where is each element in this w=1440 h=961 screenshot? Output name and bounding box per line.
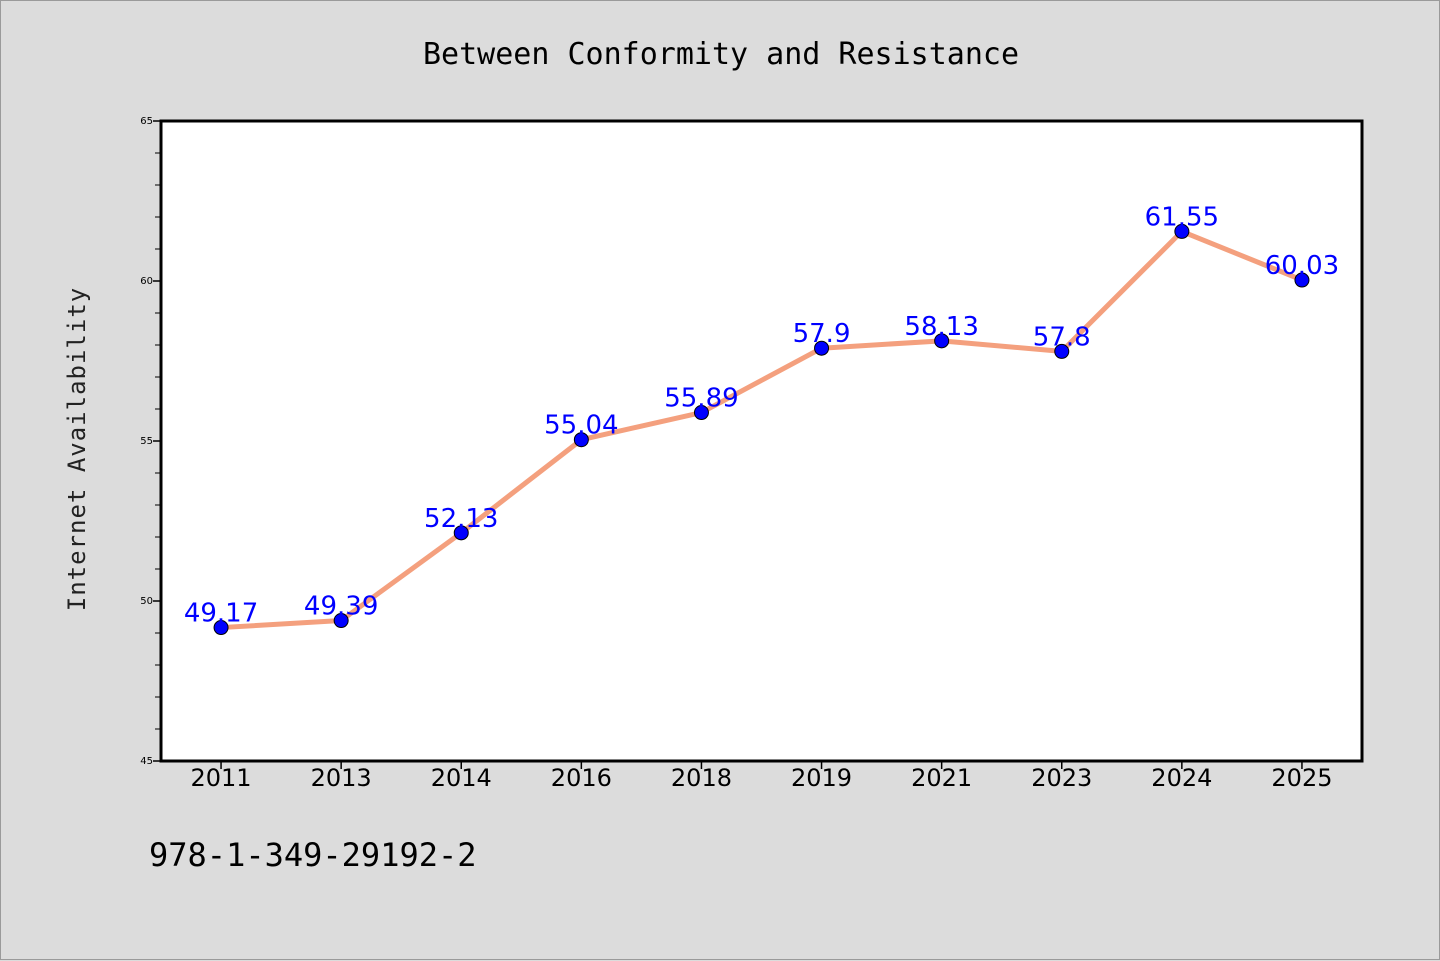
data-label: 57.8 bbox=[1033, 322, 1091, 352]
data-point bbox=[453, 525, 469, 541]
y-tick-label: 50 bbox=[140, 596, 153, 607]
data-point bbox=[1174, 223, 1190, 239]
y-tick-label: 60 bbox=[140, 276, 153, 287]
data-point bbox=[213, 620, 229, 636]
x-tick-label: 2018 bbox=[671, 764, 732, 792]
plot-border bbox=[159, 119, 1364, 763]
plot-area bbox=[161, 121, 1362, 761]
series-markers bbox=[213, 223, 1310, 636]
data-point bbox=[1294, 272, 1310, 288]
data-labels: 49.17 49.39 52.13 55.04 55.89 57.9 58.13 57.8 61… bbox=[184, 202, 1339, 628]
data-point bbox=[814, 340, 830, 356]
x-tick-label: 2013 bbox=[311, 764, 372, 792]
x-tick-label: 2025 bbox=[1271, 764, 1332, 792]
data-label: 57.9 bbox=[793, 319, 851, 349]
data-label: 55.04 bbox=[544, 411, 618, 441]
data-label: 49.39 bbox=[304, 592, 378, 622]
data-point bbox=[693, 405, 709, 421]
x-tick-label: 2014 bbox=[431, 764, 492, 792]
series-line bbox=[218, 228, 1305, 631]
x-tick-label: 2016 bbox=[551, 764, 612, 792]
x-tick-label: 2019 bbox=[791, 764, 852, 792]
data-point bbox=[573, 432, 589, 448]
data-label: 49.17 bbox=[184, 599, 258, 629]
y-tick-label: 65 bbox=[140, 116, 153, 127]
y-axis-label: Internet Availability bbox=[63, 287, 91, 611]
y-tick-label: 45 bbox=[140, 756, 153, 767]
chart-title: Between Conformity and Resistance bbox=[423, 37, 1019, 72]
y-tick-label: 55 bbox=[140, 436, 153, 447]
data-point bbox=[333, 613, 349, 629]
x-tick-label: 2011 bbox=[191, 764, 252, 792]
data-point bbox=[1054, 343, 1070, 359]
x-tick-label: 2021 bbox=[911, 764, 972, 792]
data-label: 61.55 bbox=[1145, 202, 1219, 232]
data-point bbox=[934, 333, 950, 349]
isbn-text: 978-1-349-29192-2 bbox=[149, 836, 477, 874]
x-tick-label: 2024 bbox=[1151, 764, 1212, 792]
data-label: 58.13 bbox=[904, 312, 978, 342]
data-label: 60.03 bbox=[1265, 251, 1339, 281]
data-label: 55.89 bbox=[664, 384, 738, 414]
data-label: 52.13 bbox=[424, 504, 498, 534]
x-axis: 2011 2013 2014 2016 2018 2019 2021 2023 2024 2025 bbox=[191, 761, 1332, 792]
x-tick-label: 2023 bbox=[1031, 764, 1092, 792]
y-axis: 45 50 55 60 65 bbox=[140, 116, 161, 767]
